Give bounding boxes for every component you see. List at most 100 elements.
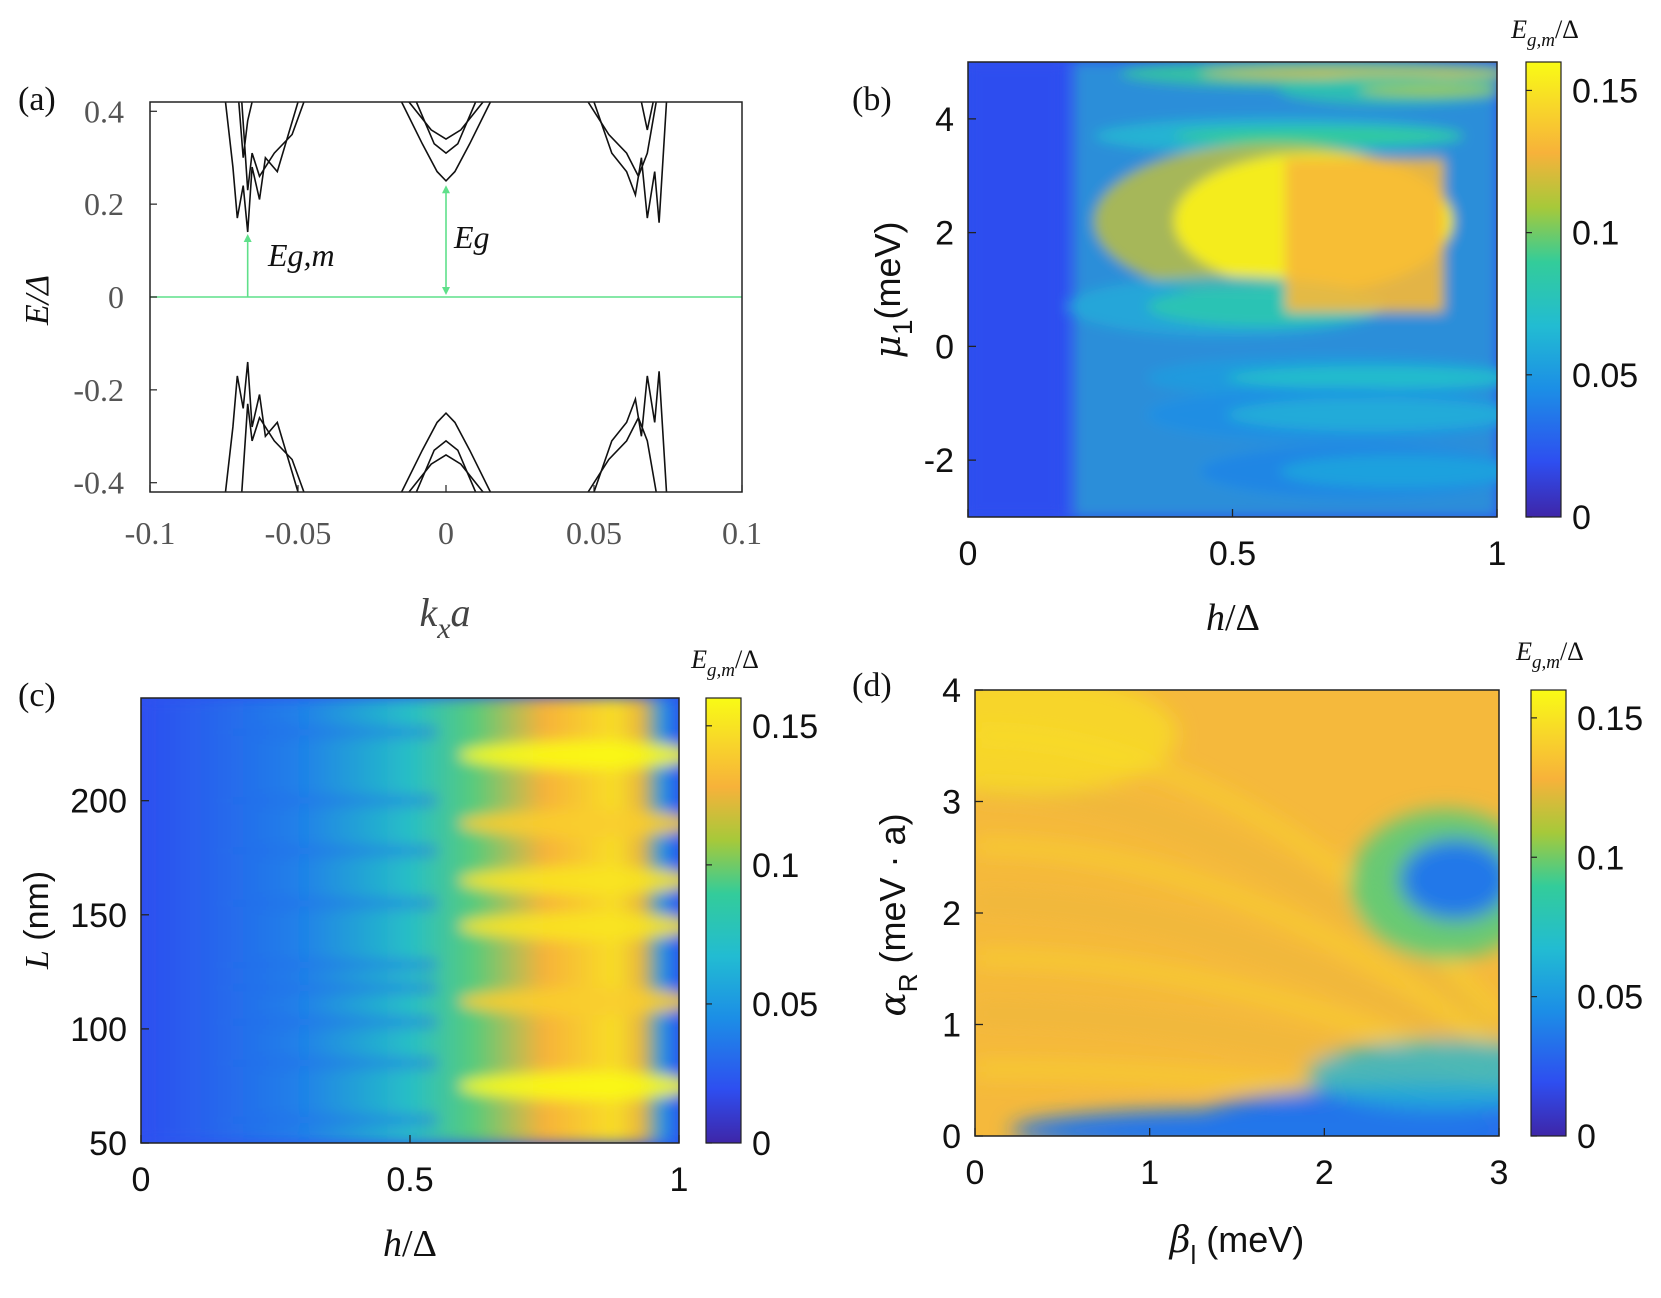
panel-c-colorbar-title: Eg,m/Δ: [690, 645, 759, 681]
x-tick-label: 1: [670, 1161, 689, 1199]
panel-b-colorbar: 0.15 0.1 0.05 0: [1525, 61, 1638, 537]
band-line-11: [400, 411, 492, 492]
heatmap-band-core: [1279, 454, 1497, 489]
heatmap-arc: [975, 783, 1499, 1038]
colorbar-tick-label: 0.15: [1577, 700, 1643, 738]
y-tick-label: 3: [942, 784, 961, 822]
panel-a-x-tick-label: 0.05: [566, 515, 622, 551]
y-tick-label: 0: [942, 1118, 961, 1156]
heatmap-streak: [221, 1058, 437, 1069]
band-line-12: [415, 439, 477, 492]
panel-c-x-axis-label: h/Δ: [383, 1223, 437, 1265]
band-line-13: [408, 453, 484, 492]
panel-a-label: (a): [18, 81, 56, 118]
colorbar-tick-label: 0: [1572, 499, 1591, 537]
panel-b-x-ticks: 0 0.5 1: [959, 509, 1507, 573]
panel-b-y-axis-label: μ1(meV): [867, 222, 918, 359]
panel-b-x-axis-label: h/Δ: [1206, 597, 1260, 639]
heatmap-streak: [221, 1017, 437, 1028]
eg-m-label: Eg,m: [267, 237, 335, 273]
panel-a-y-tick-label: -0.2: [73, 372, 124, 408]
panel-a-y-tick-label: 0.2: [84, 186, 124, 222]
x-tick-label: 1: [1140, 1154, 1159, 1192]
y-tick-label: 100: [70, 1011, 127, 1049]
colorbar-tick-label: 0: [752, 1125, 771, 1163]
x-tick-label: 3: [1490, 1154, 1509, 1192]
heatmap-band-core: [1226, 397, 1497, 432]
band-line-4: [415, 102, 477, 155]
x-tick-label: 1: [1488, 535, 1507, 573]
panel-a-y-tick-label: 0: [108, 279, 124, 315]
panel-d-colorbar-title: Eg,m/Δ: [1515, 637, 1584, 673]
panel-c-colorbar: 0.15 0.1 0.05 0: [705, 697, 818, 1163]
heatmap-band-core: [1173, 127, 1465, 145]
gap-arrow-head-top-1: [442, 185, 450, 194]
panel-a-x-tick-label: 0: [438, 515, 454, 551]
panel-d-colorbar: 0.15 0.1 0.05 0: [1530, 689, 1643, 1156]
panel-b-label: (b): [852, 81, 892, 118]
x-tick-label: 0: [132, 1161, 151, 1199]
x-tick-label: 0.5: [386, 1161, 433, 1199]
band-line-14: [593, 371, 668, 492]
heatmap-streak: [221, 727, 437, 738]
heatmap-band-core: [1358, 85, 1497, 96]
heatmap-arc: [975, 839, 1499, 1055]
panel-d: (d) 0 1 2 3 4 3 2 1 0 βl (meV) αR (meV · a) 0.1…: [852, 637, 1643, 1270]
y-tick-label: 0: [935, 328, 954, 366]
heatmap-band-core: [1226, 366, 1497, 390]
heatmap-band: [458, 912, 679, 941]
panel-d-label: (d): [852, 667, 892, 704]
heatmap-streak: [221, 898, 437, 909]
panel-a-y-tick-label: -0.4: [73, 465, 124, 501]
band-line-2: [238, 102, 253, 158]
y-tick-label: 4: [935, 101, 954, 139]
colorbar-tick-label: 0.15: [1572, 72, 1638, 110]
heatmap-band: [458, 866, 679, 895]
y-tick-label: 1: [942, 1007, 961, 1045]
panel-a-x-axis-label: kxa: [419, 590, 470, 645]
panel-a-x-tick-label: 0.1: [722, 515, 762, 551]
gap-arrow-head-top-0: [243, 234, 252, 242]
colorbar-tick-label: 0.1: [1572, 215, 1619, 253]
x-tick-label: 0: [966, 1154, 985, 1192]
x-tick-label: 2: [1315, 1154, 1334, 1192]
heatmap-streak: [221, 982, 437, 993]
panel-a-y-ticks: 0.4 0.2 0 -0.2 -0.4: [73, 93, 157, 501]
heatmap-streak: [221, 1115, 437, 1126]
y-tick-label: 50: [89, 1125, 127, 1163]
heatmap-arc: [975, 894, 1499, 1072]
band-line-9: [224, 361, 299, 492]
x-tick-label: 0: [959, 535, 978, 573]
colorbar-tick-label: 0.05: [752, 986, 818, 1024]
min-gap-core: [1400, 839, 1499, 920]
heatmap-band-core: [1200, 68, 1497, 79]
y-tick-label: -2: [924, 442, 954, 480]
panel-a-y-axis-label: E/Δ: [19, 275, 56, 326]
panel-b-colorbar-title: Eg,m/Δ: [1510, 15, 1579, 51]
band-line-5: [408, 102, 484, 141]
colorbar-tick-label: 0: [1577, 1118, 1596, 1156]
heatmap-band: [458, 741, 679, 770]
heatmap-band: [458, 809, 679, 838]
y-tick-label: 200: [70, 783, 127, 821]
panel-c-heatmap: [141, 698, 679, 1143]
colorbar-tick-label: 0.1: [752, 847, 799, 885]
band-line-1: [241, 102, 305, 191]
panel-a-band-lines: [224, 102, 668, 492]
panel-a-x-tick-label: -0.1: [125, 515, 176, 551]
panel-c-y-axis-label: L (nm): [18, 871, 56, 970]
y-tick-label: 150: [70, 897, 127, 935]
band-line-10: [241, 403, 305, 492]
heatmap-band: [458, 987, 679, 1016]
panel-c-y-ticks: 200 150 100 50: [70, 783, 149, 1163]
panel-c-label: (c): [18, 677, 56, 714]
panel-d-y-axis-label: αR (meV · a): [872, 813, 923, 1016]
panel-c-x-ticks: 0 0.5 1: [132, 1135, 689, 1199]
panel-a: (a) -0.1 -0.05 0 0.05 0.1 0.4 0.2 0 -0.2 -0.4 Eg…: [18, 81, 762, 645]
band-line-6: [593, 102, 668, 223]
colorbar-tick-label: 0.05: [1577, 979, 1643, 1017]
y-tick-label: 2: [942, 895, 961, 933]
band-line-7: [587, 102, 657, 179]
